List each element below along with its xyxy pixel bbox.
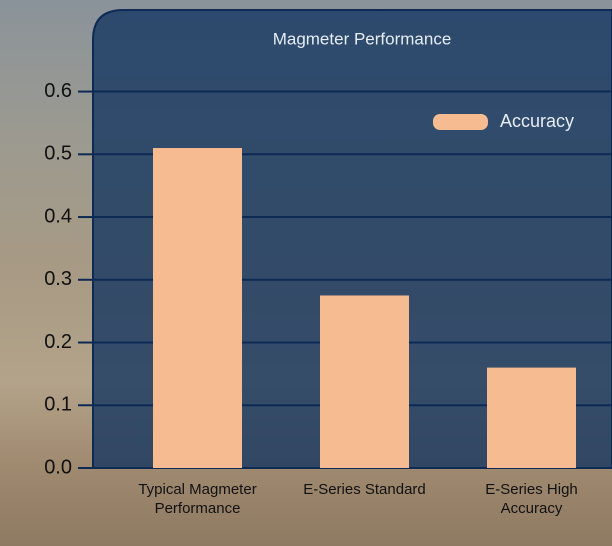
x-tick-label: E-Series High Accuracy xyxy=(467,480,597,518)
screen: Magmeter Performance 0.0 0.1 0.2 0.3 0.4 0.5 0… xyxy=(0,0,612,546)
y-tick-label: 0.0 xyxy=(44,456,72,478)
y-tick-label: 0.2 xyxy=(44,331,72,353)
y-tick-label: 0.3 xyxy=(44,268,72,290)
chart-title: Magmeter Performance xyxy=(273,29,452,48)
chart: Magmeter Performance 0.0 0.1 0.2 0.3 0.4 0.5 0… xyxy=(0,0,612,546)
bar xyxy=(487,368,576,468)
y-tick-label: 0.1 xyxy=(44,394,72,416)
legend-swatch xyxy=(433,114,488,130)
bar xyxy=(320,295,409,468)
bar xyxy=(153,148,242,468)
y-tick-label: 0.5 xyxy=(44,143,72,165)
y-tick-label: 0.6 xyxy=(44,80,72,102)
legend-label: Accuracy xyxy=(500,111,574,131)
x-tick-label: Typical Magmeter Performance xyxy=(133,480,263,518)
x-tick-label: E-Series Standard xyxy=(300,480,430,499)
y-tick-label: 0.4 xyxy=(44,205,72,227)
